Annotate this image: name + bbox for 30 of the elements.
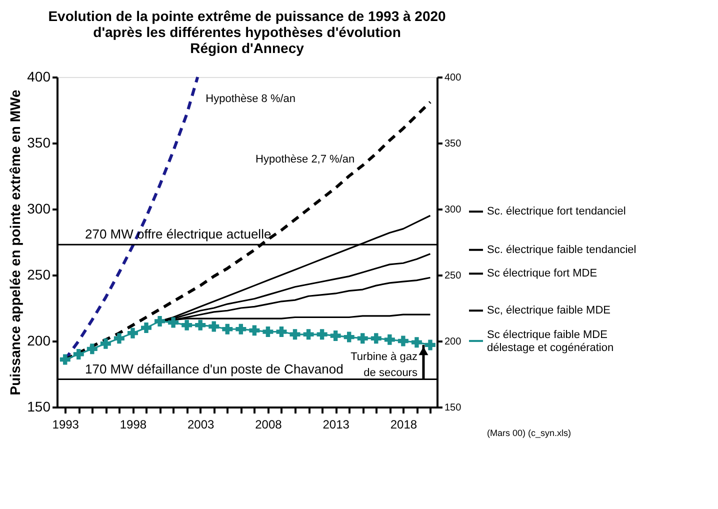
- y2-tick-label: 400: [444, 72, 462, 84]
- y-tick-label: 150: [27, 398, 51, 414]
- x-tick-label: 2008: [255, 418, 282, 432]
- x-tick-label: 2018: [390, 418, 418, 432]
- series-label: Hypothèse 8 %/an: [206, 93, 296, 105]
- y2-tick-label: 150: [444, 402, 462, 414]
- legend-label: Sc. électrique fort tendanciel: [487, 206, 626, 218]
- y2-tick-label: 200: [444, 336, 462, 348]
- chart-title: Evolution de la pointe extrême de puissance de 1993 à 2020 d'après les différentes hypothèses d'évolution Région d'Annecy: [48, 8, 446, 56]
- y-tick-label: 400: [27, 68, 51, 84]
- y-tick-label: 350: [27, 134, 51, 150]
- annotation: Turbine à gaz de secours: [350, 350, 418, 379]
- legend-label: Sc électrique fort MDE: [487, 268, 598, 280]
- legend-label: Sc, électrique faible MDE: [487, 304, 610, 317]
- x-tick-label: 1993: [52, 418, 80, 432]
- ref-line-label: 170 MW défaillance d'un poste de Chavanod: [85, 361, 344, 376]
- y-tick-label: 200: [27, 332, 51, 348]
- legend-label: Sc électrique faible MDE délestage et cogénération: [487, 328, 614, 354]
- x-tick-label: 2003: [187, 418, 215, 432]
- y-axis-title: Puissance appelée en pointe extrême en MWe: [7, 90, 24, 396]
- y-tick-label: 250: [27, 266, 51, 282]
- x-tick-label: 2013: [322, 418, 350, 432]
- y2-tick-label: 300: [444, 204, 462, 216]
- series-label: Hypothèse 2,7 %/an: [256, 153, 355, 166]
- y2-tick-label: 350: [444, 138, 462, 150]
- y-tick-label: 300: [27, 200, 51, 216]
- y2-tick-label: 250: [444, 270, 462, 282]
- text: (Mars 00) (c_syn.xls): [487, 428, 572, 438]
- x-tick-label: 1998: [120, 418, 147, 432]
- legend-label: Sc. électrique faible tendanciel: [487, 244, 636, 256]
